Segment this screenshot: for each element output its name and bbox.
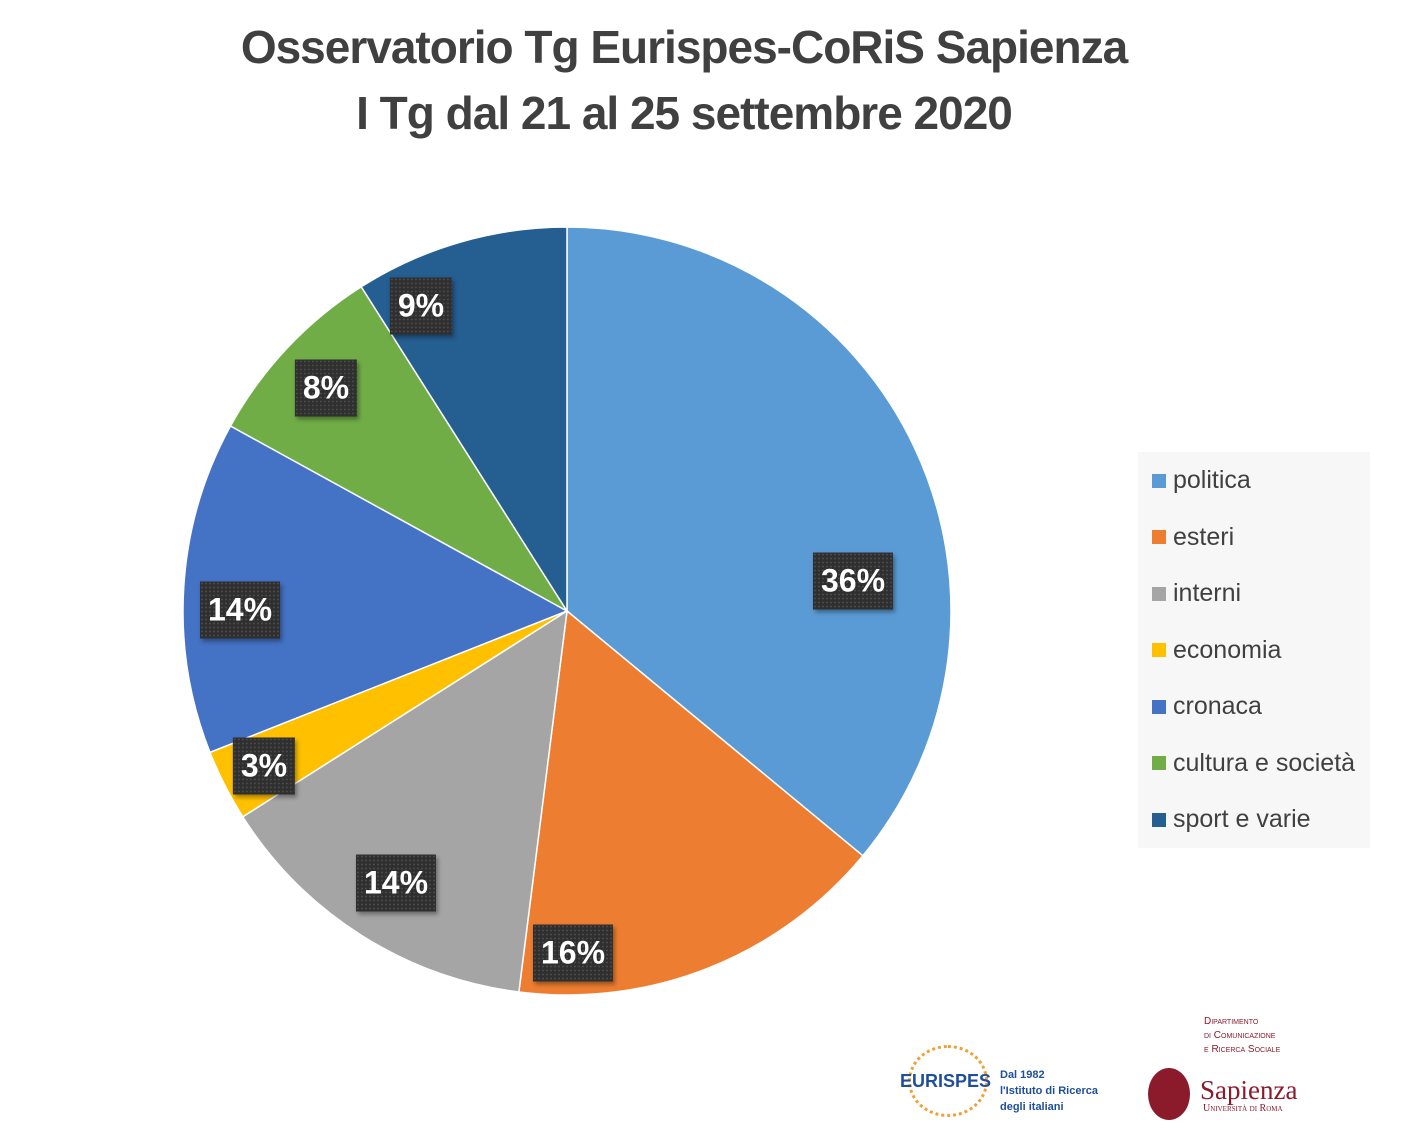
legend-item: cronaca <box>1152 692 1262 721</box>
legend-item: economia <box>1152 636 1281 665</box>
pie-slice-interni <box>241 609 568 993</box>
sapienza-subtitle: Università di Roma <box>1203 1103 1283 1114</box>
legend-swatch <box>1152 586 1166 601</box>
sapienza-seal-icon <box>1148 1068 1190 1120</box>
department-line-1: Dipartimento <box>1204 1016 1259 1027</box>
data-label-sport-e-varie: 9% <box>389 277 453 335</box>
department-line-3: e Ricerca Sociale <box>1204 1044 1281 1055</box>
sapienza-logo: Dipartimento di Comunicazione e Ricerca … <box>1148 1015 1318 1125</box>
legend-item: sport e varie <box>1152 805 1311 834</box>
pie-slice-cronaca <box>182 424 569 754</box>
pie-slice-esteri <box>518 609 864 996</box>
data-label-esteri: 16% <box>532 924 614 982</box>
chart-title-line-1: Osservatorio Tg Eurispes-CoRiS Sapienza <box>240 21 1128 73</box>
eurispes-tagline-1: Dal 1982 <box>1000 1069 1045 1081</box>
legend-label: politica <box>1173 466 1251 494</box>
legend-swatch <box>1152 699 1166 714</box>
eurispes-tagline: Dal 1982 l'Istituto di Ricerca degli ita… <box>1000 1067 1098 1115</box>
legend-swatch <box>1152 812 1166 827</box>
eurispes-logo: EURISPES Dal 1982 l'Istituto di Ricerca … <box>898 1045 1098 1120</box>
legend-label: cultura e società <box>1173 748 1356 777</box>
legend-swatch <box>1152 530 1166 544</box>
eurispes-stars-ring <box>908 1045 988 1117</box>
legend-label: interni <box>1173 579 1242 607</box>
legend-item: cultura e società <box>1152 749 1355 778</box>
sapienza-name: Sapienza <box>1200 1075 1298 1105</box>
legend-item: politica <box>1152 466 1251 495</box>
data-label-cultura-e-società: 8% <box>294 359 358 417</box>
data-label-economia: 3% <box>232 737 296 795</box>
legend-label: economia <box>1173 635 1282 664</box>
legend-swatch <box>1152 756 1166 770</box>
legend-item: esteri <box>1152 523 1234 552</box>
eurispes-tagline-2: l'Istituto di Ricerca <box>1000 1085 1098 1097</box>
eurispes-name: EURISPES <box>900 1071 992 1091</box>
legend-swatch <box>1152 643 1166 657</box>
chart-title-line-2: I Tg dal 21 al 25 settembre 2020 <box>356 87 1013 139</box>
department-line-2: di Comunicazione <box>1204 1030 1276 1041</box>
legend-swatch <box>1152 473 1166 488</box>
department-name: Dipartimento di Comunicazione e Ricerca … <box>1204 1015 1280 1057</box>
eurispes-tagline-3: degli italiani <box>1000 1101 1064 1113</box>
legend-item: interni <box>1152 579 1241 608</box>
data-label-politica: 36% <box>812 552 894 610</box>
legend-label: sport e varie <box>1173 805 1311 833</box>
data-label-interni: 14% <box>355 854 437 912</box>
legend: politica esteri interni economia cronaca cult… <box>1138 452 1370 848</box>
pie-slice-politica <box>566 226 952 857</box>
legend-label: esteri <box>1173 522 1235 551</box>
legend-label: cronaca <box>1173 692 1262 720</box>
data-label-cronaca: 14% <box>199 581 281 639</box>
